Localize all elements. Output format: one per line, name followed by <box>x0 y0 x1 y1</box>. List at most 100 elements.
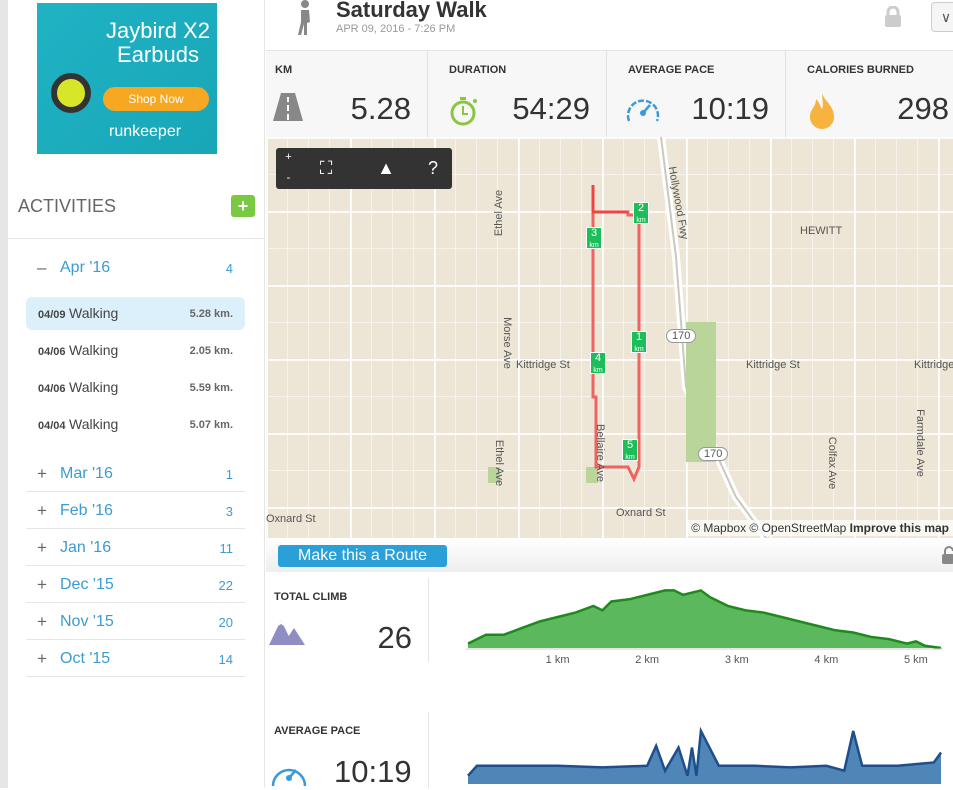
chart-area <box>468 590 941 648</box>
route-map[interactable]: + - ⛶ ▲ ? HEWITT Kittridge St Kittridge … <box>266 137 953 538</box>
stat-duration: DURATION 54:29 <box>428 51 607 138</box>
stat-label: AVERAGE PACE <box>628 64 715 76</box>
activity-item[interactable]: 04/06 Walking 5.59 km. <box>26 371 245 404</box>
add-activity-button[interactable]: + <box>231 195 255 217</box>
climb-value: 26 <box>377 620 412 655</box>
km-marker-unit: km <box>625 454 635 461</box>
month-count: 1 <box>225 467 233 482</box>
speedometer-icon <box>271 768 307 787</box>
x-tick-label: 5 km <box>904 654 928 666</box>
stat-label: DURATION <box>449 64 507 76</box>
map-label: Kittridge St <box>914 359 953 371</box>
month-count: 22 <box>218 578 233 593</box>
km-marker[interactable]: 5 km <box>622 439 638 461</box>
fullscreen-icon[interactable]: ⛶ <box>319 158 333 178</box>
zoom-in-button[interactable]: + <box>285 151 292 163</box>
month-item[interactable]: + Nov '15 20 <box>26 603 245 640</box>
highway-shield: 170 <box>666 329 697 343</box>
stat-label: CALORIES BURNED <box>807 64 914 76</box>
lock-icon[interactable] <box>883 6 903 28</box>
stat-value: 10:19 <box>691 91 769 126</box>
activity-item[interactable]: 04/09 Walking 5.28 km. <box>26 297 245 330</box>
km-marker[interactable]: 3 km <box>586 227 602 249</box>
km-marker-number: 2 <box>637 202 645 214</box>
stat-average-pace: AVERAGE PACE 10:19 <box>607 51 786 138</box>
road-icon <box>273 93 303 121</box>
activity-date: 04/06 <box>38 346 66 358</box>
map-label: Colfax Ave <box>826 436 839 490</box>
activity-distance: 5.28 km. <box>189 308 233 320</box>
km-marker[interactable]: 2 km <box>633 202 649 224</box>
km-marker[interactable]: 1 km <box>631 331 647 353</box>
x-tick-label: 1 km <box>546 654 570 666</box>
stat-label: KM <box>275 64 293 76</box>
km-marker-unit: km <box>589 242 599 249</box>
month-item[interactable]: + Dec '15 22 <box>26 566 245 603</box>
chart-line <box>467 726 943 777</box>
activity-item[interactable]: 04/06 Walking 2.05 km. <box>26 334 245 367</box>
help-button[interactable]: ? <box>427 158 438 178</box>
km-marker-unit: km <box>636 217 646 224</box>
map-label: Ethel Ave <box>493 439 506 487</box>
activity-distance: 5.59 km. <box>189 382 233 394</box>
month-count: 14 <box>218 652 233 667</box>
activity-date: 04/09 <box>38 309 66 321</box>
chart-area <box>468 730 941 784</box>
month-label: Oct '15 <box>60 650 111 667</box>
walking-icon <box>298 0 310 35</box>
km-marker-unit: km <box>593 367 603 374</box>
month-label: Jan '16 <box>60 539 112 556</box>
activity-distance: 2.05 km. <box>189 345 233 357</box>
map-label: Kittridge St <box>746 359 800 371</box>
activity-type: Walking <box>69 305 119 321</box>
options-dropdown-icon[interactable]: ∨ <box>931 2 953 32</box>
month-label: Apr '16 <box>60 259 111 276</box>
route-overlay <box>488 137 770 538</box>
highway-shield: 170 <box>698 447 729 461</box>
km-marker-number: 5 <box>626 439 634 451</box>
pace-label: AVERAGE PACE <box>274 725 361 737</box>
activity-item[interactable]: 04/04 Walking 5.07 km. <box>26 408 245 441</box>
expand-icon[interactable]: + <box>37 612 47 631</box>
terrain-icon[interactable]: ▲ <box>377 158 395 178</box>
activity-date: 04/06 <box>38 383 66 395</box>
ad-shop-button[interactable]: Shop Now <box>103 87 209 111</box>
route-bar: Make this a Route <box>266 538 953 572</box>
activity-header: Saturday Walk APR 09, 2016 - 7:26 PM ∨ <box>266 0 953 50</box>
activity-type: Walking <box>69 416 119 432</box>
activity-distance: 5.07 km. <box>189 419 233 431</box>
map-label: Morse Ave <box>500 317 513 369</box>
expand-icon[interactable]: + <box>37 464 47 483</box>
month-apr-16[interactable]: – Apr '16 4 <box>26 249 245 286</box>
activity-type: Walking <box>69 342 119 358</box>
km-marker[interactable]: 4 km <box>590 352 606 374</box>
unlock-icon[interactable] <box>941 546 953 564</box>
activity-date: 04/04 <box>38 420 66 432</box>
improve-map-link[interactable]: Improve this map <box>849 521 949 535</box>
make-route-button[interactable]: Make this a Route <box>278 545 447 567</box>
advertisement[interactable]: Jaybird X2 Earbuds Shop Now runkeeper <box>37 3 217 154</box>
expand-icon[interactable]: + <box>37 649 47 668</box>
ad-brand: runkeeper <box>109 123 182 140</box>
pace-section: AVERAGE PACE 10:19 <box>266 712 953 789</box>
divider <box>8 238 265 239</box>
mountains-icon <box>269 620 305 645</box>
stats-bar: KM 5.28 DURATION 54:29 AVERAGE PACE 10:1… <box>266 50 953 138</box>
stat-value: 54:29 <box>512 91 590 126</box>
expand-icon[interactable]: + <box>37 501 47 520</box>
month-item[interactable]: + Feb '16 3 <box>26 492 245 529</box>
activities-heading: ACTIVITIES <box>18 196 117 216</box>
month-count: 4 <box>225 261 233 276</box>
activity-date: APR 09, 2016 - 7:26 PM <box>336 23 456 35</box>
stat-value: 298 <box>897 91 949 126</box>
collapse-icon[interactable]: – <box>37 258 47 277</box>
attribution-text[interactable]: © Mapbox © OpenStreetMap <box>691 521 847 535</box>
month-item[interactable]: + Mar '16 1 <box>26 455 245 492</box>
zoom-out-button[interactable]: - <box>286 172 291 184</box>
month-item[interactable]: + Jan '16 11 <box>26 529 245 566</box>
map-controls: + - ⛶ ▲ ? <box>276 148 452 189</box>
month-item[interactable]: + Oct '15 14 <box>26 640 245 677</box>
expand-icon[interactable]: + <box>37 538 47 557</box>
expand-icon[interactable]: + <box>37 575 47 594</box>
map-label: Ethel Ave <box>493 189 506 237</box>
